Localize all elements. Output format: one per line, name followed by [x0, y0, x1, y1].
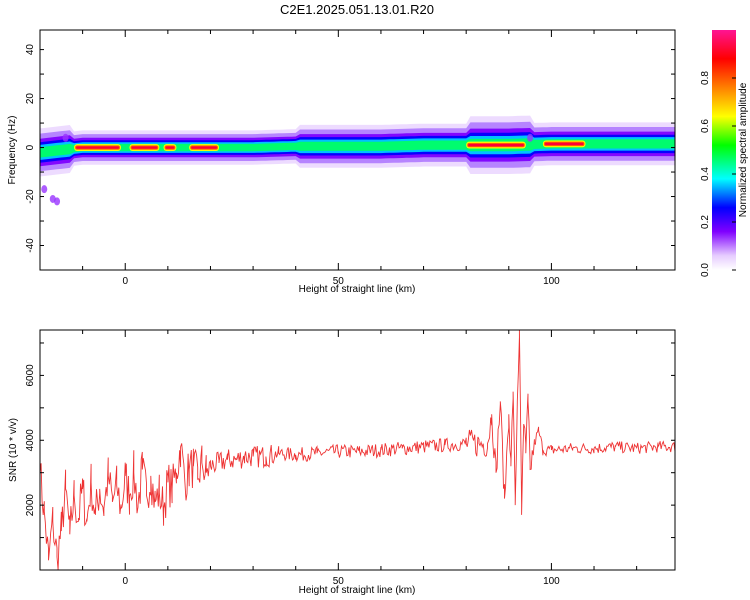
- spectrogram-frame: [39, 29, 676, 271]
- spectrogram-y-label: Frequency (Hz): [7, 116, 18, 185]
- snr-x-tick-label: 0: [122, 576, 128, 587]
- snr-y-tick-label: 2000: [25, 494, 36, 517]
- snr-line: [40, 330, 675, 570]
- snr-x-tick-label: 100: [543, 576, 560, 587]
- colorbar-tick-label: 0.2: [700, 215, 711, 229]
- colorbar-ticks: 0.0 0.2 0.4 0.6 0.8: [700, 71, 736, 277]
- snr-plot-area: [40, 330, 675, 570]
- colorbar-tick-label: 0.8: [700, 71, 711, 85]
- heatmap-peak-core: [544, 142, 584, 146]
- colorbar-tick-label: 0.6: [700, 119, 711, 133]
- spectrogram-x-label: Height of straight line (km): [299, 284, 416, 295]
- heatmap-peak-core: [191, 146, 217, 149]
- spectrogram-y-tick-label: -40: [25, 238, 36, 253]
- snr-ticks: 0 50 100 2000 4000 6000: [25, 330, 675, 587]
- colorbar-tick-label: 0.4: [700, 167, 711, 181]
- spectrogram-panel: 0 50 100 -40 -20 0 20 40 Height of straight lin…: [7, 29, 676, 295]
- spectrogram-ticks: 0 50 100 -40 -20 0 20 40: [25, 30, 675, 287]
- spectrogram-x-tick-label: 50: [333, 276, 345, 287]
- spectrogram-y-tick-label: 0: [25, 144, 36, 150]
- colorbar-gradient: [712, 30, 736, 270]
- spectrogram-x-tick-label: 0: [122, 276, 128, 287]
- spectrogram-x-tick-label: 100: [543, 276, 560, 287]
- heatmap-scatter-point: [62, 133, 69, 142]
- colorbar-tick-label: 0.0: [700, 263, 711, 277]
- colorbar: 0.0 0.2 0.4 0.6 0.8 Normalized spectral ampl…: [700, 30, 749, 277]
- snr-y-tick-label: 4000: [25, 429, 36, 452]
- snr-y-label: SNR (10 * v/v): [8, 418, 19, 482]
- spectrogram-y-tick-label: 40: [25, 44, 36, 56]
- snr-y-tick-label: 6000: [25, 364, 36, 387]
- snr-x-tick-label: 50: [333, 576, 345, 587]
- snr-frame: [39, 329, 676, 571]
- heatmap-peak-core: [165, 146, 175, 149]
- heatmap-peak-core: [131, 146, 158, 149]
- spectrogram-plot-area: [40, 115, 675, 206]
- heatmap-peak-core: [76, 146, 119, 149]
- snr-panel: 0 50 100 2000 4000 6000 Height of straight li…: [8, 329, 676, 596]
- heatmap-scatter-point: [54, 197, 61, 206]
- spectrogram-y-tick-label: -20: [25, 189, 36, 204]
- heatmap-scatter-point: [41, 185, 48, 194]
- chart-title: C2E1.2025.051.13.01.R20: [280, 2, 434, 17]
- snr-x-label: Height of straight line (km): [299, 585, 416, 596]
- colorbar-label: Normalized spectral amplitude: [738, 82, 749, 217]
- spectrogram-y-tick-label: 20: [25, 93, 36, 105]
- heatmap-scatter-point: [527, 133, 534, 142]
- heatmap-peak-core: [468, 143, 524, 147]
